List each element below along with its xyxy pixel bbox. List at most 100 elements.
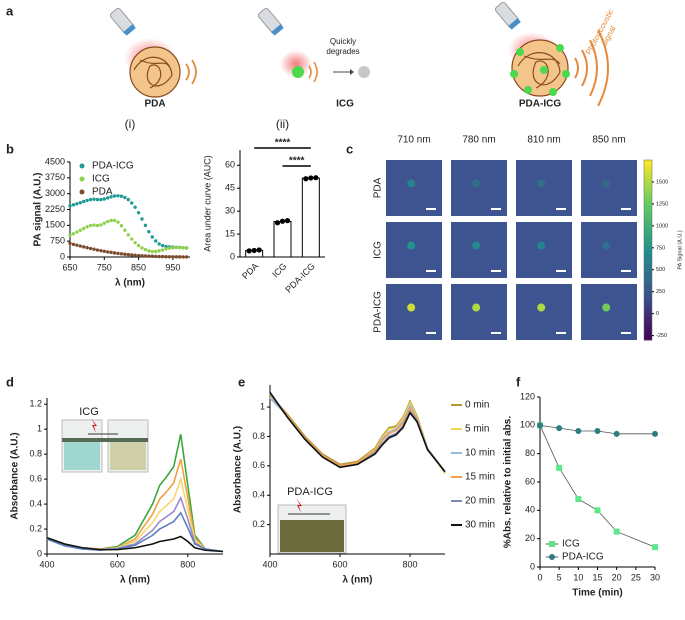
- colorbar-frame: [643, 159, 653, 341]
- colorbar-step: [644, 331, 652, 336]
- colorbar-step: [644, 160, 652, 165]
- point: [133, 240, 137, 245]
- point: [78, 201, 82, 205]
- x-tick-label: 400: [262, 559, 277, 569]
- y-tick-label: 3750: [45, 172, 65, 182]
- series-line: [269, 393, 446, 473]
- colorbar-step: [644, 205, 652, 210]
- colorbar-step: [644, 304, 652, 309]
- y-tick-label: 0.2: [252, 519, 265, 529]
- x-tick-label: 800: [180, 559, 195, 569]
- legend-label: 30 min: [465, 520, 495, 531]
- panel-label: d: [6, 374, 14, 389]
- point: [150, 254, 154, 258]
- point: [184, 246, 189, 250]
- point: [71, 203, 76, 207]
- point: [112, 251, 117, 255]
- point: [164, 255, 168, 259]
- note: Quickly: [330, 37, 356, 46]
- point: [181, 255, 185, 259]
- colorbar-tick-label: 1500: [656, 179, 668, 185]
- point: [171, 246, 175, 250]
- legend-label: PDA: [92, 187, 113, 198]
- colorbar-step: [644, 169, 652, 174]
- colorbar-step: [644, 295, 652, 300]
- colorbar-tick-label: -250: [656, 333, 667, 339]
- panel-label: a: [6, 3, 14, 18]
- point: [174, 255, 178, 259]
- point: [143, 247, 148, 252]
- colorbar-step: [644, 241, 652, 246]
- y-tick-label: 0: [37, 548, 42, 558]
- legend-marker: [79, 163, 85, 169]
- inset-photo: [61, 418, 347, 554]
- image-tile: [451, 160, 507, 216]
- signal-spot: [602, 241, 611, 250]
- chart-title: (ii): [276, 117, 289, 131]
- marker: [556, 425, 563, 432]
- colorbar-step: [644, 268, 652, 273]
- point: [154, 254, 158, 259]
- x-tick-label: ICG: [270, 261, 288, 279]
- replicate-point: [256, 247, 262, 253]
- x-tick-label: 850: [131, 262, 146, 272]
- diagram-art: [109, 2, 609, 107]
- colorbar-label: PA Signal (A.U.): [677, 230, 683, 269]
- point: [68, 233, 72, 237]
- y-tick-label: 100: [520, 420, 535, 430]
- y-axis-label: PA signal (A.U.): [33, 173, 44, 247]
- y-tick-label: 1.2: [29, 399, 42, 409]
- point: [95, 248, 100, 252]
- series-line: [539, 424, 655, 435]
- y-tick-label: 0.2: [29, 523, 42, 533]
- point: [184, 255, 189, 259]
- colorbar-step: [644, 299, 652, 305]
- series-line: [46, 535, 224, 553]
- point: [143, 254, 148, 258]
- point: [102, 197, 106, 201]
- x-tick-label: 400: [39, 559, 54, 569]
- signal-spot: [472, 179, 481, 188]
- colorbar-step: [644, 322, 652, 327]
- colorbar-step: [644, 178, 652, 183]
- signal-spot: [537, 179, 546, 188]
- point: [92, 223, 96, 227]
- point: [88, 197, 93, 202]
- point: [116, 251, 120, 256]
- image-tile: [581, 160, 637, 216]
- point: [130, 253, 134, 257]
- point: [112, 194, 117, 198]
- point: [123, 228, 127, 232]
- point: [147, 254, 151, 258]
- marker: [594, 428, 601, 434]
- point: [140, 254, 144, 258]
- x-tick-label: 10: [573, 572, 583, 582]
- point: [75, 202, 79, 206]
- y-tick-label: 60: [225, 160, 235, 170]
- x-tick-label: 650: [62, 262, 77, 272]
- point: [126, 252, 130, 257]
- y-tick-label: 750: [50, 236, 65, 246]
- row-label: PDA: [373, 177, 384, 198]
- y-tick-label: 0.6: [252, 460, 265, 470]
- marker: [652, 544, 658, 551]
- colorbar-step: [644, 286, 652, 291]
- point: [174, 245, 178, 250]
- point: [102, 221, 106, 225]
- chart-title: (i): [125, 117, 136, 131]
- y-tick-label: 2250: [45, 204, 65, 214]
- signal-spot: [472, 241, 481, 250]
- y-tick-label: 1: [260, 401, 265, 411]
- y-tick-label: 3000: [45, 188, 65, 198]
- colorbar-step: [644, 259, 652, 264]
- legend-marker: [79, 176, 85, 182]
- point: [150, 235, 154, 239]
- x-tick-label: 5: [557, 572, 562, 582]
- y-tick-label: 1: [37, 424, 42, 434]
- point: [154, 249, 158, 254]
- x-tick-label: 750: [97, 262, 112, 272]
- colorbar-step: [644, 214, 652, 219]
- item-label: PDA-ICG: [519, 99, 561, 110]
- colorbar-step: [644, 277, 652, 282]
- point: [133, 205, 137, 209]
